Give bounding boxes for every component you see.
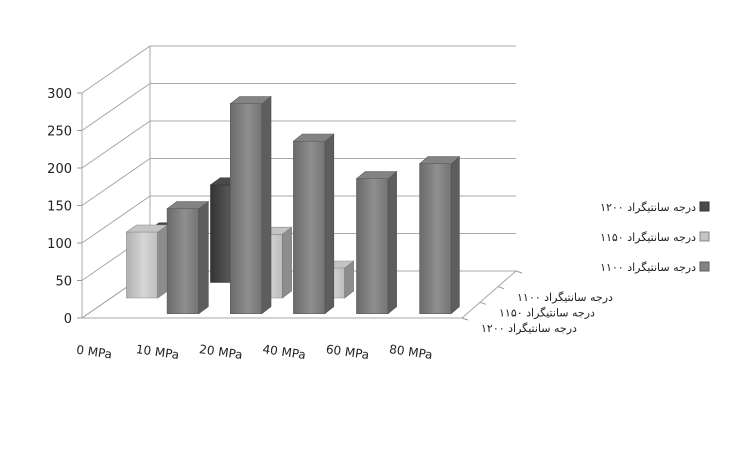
- x-tick-label: 0 MPa: [75, 343, 112, 362]
- bar: [229, 95, 272, 315]
- legend-swatch: [699, 261, 710, 272]
- legend-swatch: [699, 231, 710, 242]
- bar-side: [450, 155, 460, 315]
- x-axis-ticks: 0 MPa 10 MPa 20 MPa 40 MPa 60 MPa 80 MPa: [75, 342, 433, 362]
- bar-side: [387, 170, 397, 315]
- depth-axis-label: ۱۲۰۰ درجه سانتیگراد: [481, 322, 577, 335]
- bar-front: [126, 231, 158, 299]
- depth-tick: [479, 301, 487, 305]
- bar-top: [418, 156, 461, 164]
- bar-front: [166, 208, 199, 315]
- bar-front: [230, 103, 263, 315]
- depth-tick: [497, 286, 505, 290]
- bar-top: [166, 201, 210, 209]
- y-axis-ticks: 0 50 100 150 200 250 300: [47, 87, 82, 327]
- bar-front: [419, 163, 452, 315]
- legend-item: ۱۱۵۰ درجه سانتیگراد: [600, 231, 710, 244]
- bar: [292, 133, 335, 315]
- y-tick-label: 200: [47, 162, 72, 177]
- y-tick-label: 100: [47, 237, 72, 252]
- legend-swatch: [699, 201, 710, 212]
- y-tick-label: 300: [47, 87, 72, 102]
- bar-side: [324, 133, 335, 315]
- bar-front: [293, 140, 326, 315]
- depth-axis-label: ۱۱۵۰ درجه سانتیگراد: [499, 307, 595, 320]
- y-tick-label: 150: [47, 200, 72, 215]
- bar: [166, 201, 210, 315]
- bar-side: [198, 201, 209, 315]
- bar: [355, 170, 398, 315]
- legend-label: ۱۱۰۰ درجه سانتیگراد: [600, 261, 696, 274]
- bar-front: [356, 178, 389, 315]
- y-tick-label: 50: [55, 275, 72, 290]
- chart-legend: ۱۲۰۰ درجه سانتیگراد ۱۱۵۰ درجه سانتیگراد ۱۱…: [600, 201, 710, 274]
- x-tick-label: 20 MPa: [198, 342, 243, 362]
- bar-side: [261, 95, 272, 315]
- y-tick-label: 0: [64, 312, 72, 327]
- legend-item: ۱۲۰۰ درجه سانتیگراد: [600, 201, 710, 214]
- x-tick-label: 80 MPa: [388, 342, 433, 362]
- x-tick-label: 60 MPa: [325, 342, 370, 362]
- legend-item: ۱۱۰۰ درجه سانتیگراد: [600, 261, 710, 274]
- bar-side: [157, 224, 168, 299]
- bar: [418, 155, 461, 315]
- legend-label: ۱۱۵۰ درجه سانتیگراد: [600, 231, 696, 244]
- bar-top: [292, 133, 335, 142]
- chart-bars: [125, 95, 461, 315]
- x-tick-label: 40 MPa: [262, 342, 307, 362]
- bar-top: [229, 96, 272, 104]
- depth-axis-label: ۱۱۰۰ درجه سانتیگراد: [517, 291, 613, 304]
- bar-top: [355, 171, 398, 179]
- y-tick-label: 250: [47, 125, 72, 140]
- x-tick-label: 10 MPa: [135, 342, 180, 362]
- bar-side: [281, 226, 292, 299]
- legend-label: ۱۲۰۰ درجه سانتیگراد: [600, 201, 696, 214]
- depth-tick: [515, 270, 523, 274]
- depth-axis-ticks: ۱۱۰۰ درجه سانتیگراد ۱۱۵۰ درجه سانتیگراد ۱۲…: [481, 291, 613, 335]
- depth-tick: [461, 317, 469, 321]
- bar: [125, 224, 169, 299]
